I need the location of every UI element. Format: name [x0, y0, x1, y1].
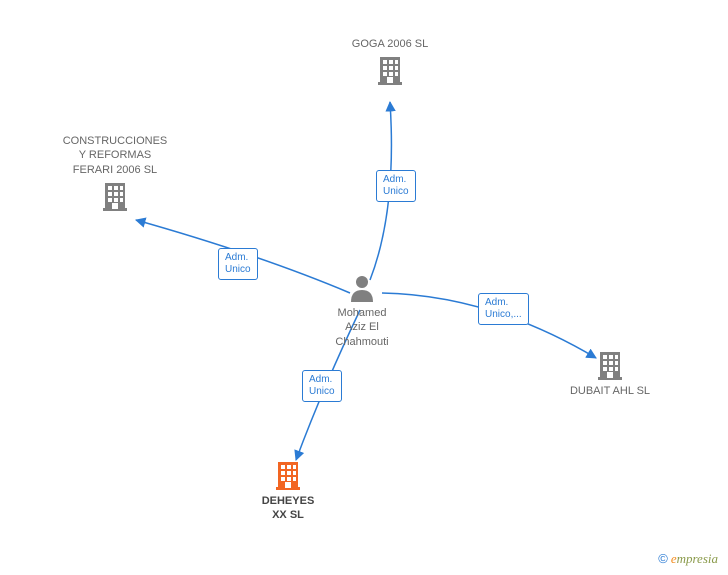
building-icon	[596, 350, 624, 380]
company-label-dubait: DUBAIT AHL SL	[570, 384, 650, 398]
company-node-dubait[interactable]: DUBAIT AHL SL	[540, 350, 680, 398]
building-icon	[376, 55, 404, 85]
center-person-node[interactable]: Mohamed Aziz El Chahmouti	[317, 274, 407, 349]
edge-label-person-construcciones: Adm. Unico	[218, 248, 258, 280]
watermark: ©empresia	[658, 551, 718, 567]
edge-label-person-dubait: Adm. Unico,...	[478, 293, 529, 325]
company-node-deheyes[interactable]: DEHEYES XX SL	[218, 460, 358, 523]
company-label-goga: GOGA 2006 SL	[352, 37, 428, 51]
building-icon	[274, 460, 302, 490]
building-icon	[101, 181, 129, 211]
company-label-construcciones: CONSTRUCCIONES Y REFORMAS FERARI 2006 SL	[63, 134, 168, 177]
edge-label-person-deheyes: Adm. Unico	[302, 370, 342, 402]
copyright-symbol: ©	[658, 551, 668, 566]
brand-rest: mpresia	[677, 551, 718, 566]
diagram-canvas: Mohamed Aziz El Chahmouti GOGA 2006 SL CO…	[0, 0, 728, 575]
company-node-goga[interactable]: GOGA 2006 SL	[320, 37, 460, 85]
company-node-construcciones[interactable]: CONSTRUCCIONES Y REFORMAS FERARI 2006 SL	[45, 134, 185, 211]
company-label-deheyes: DEHEYES XX SL	[262, 494, 315, 523]
person-icon	[349, 274, 375, 302]
center-person-label: Mohamed Aziz El Chahmouti	[335, 306, 388, 349]
edge-label-person-goga: Adm. Unico	[376, 170, 416, 202]
